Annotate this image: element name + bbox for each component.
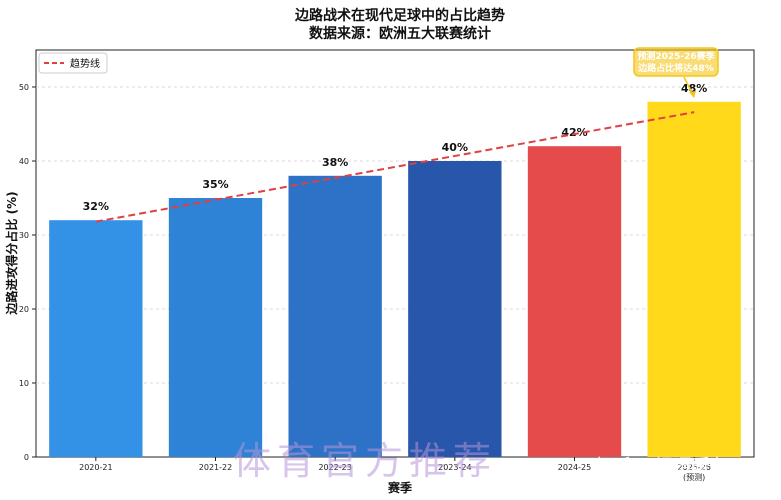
subtitle: 数据来源：欧洲五大联赛统计 <box>309 25 491 42</box>
y-tick-label: 10 <box>19 379 29 388</box>
title: 边路战术在现代足球中的占比趋势 <box>294 7 505 24</box>
annotation: 预测2025-26赛季 边路占比将达48% <box>633 47 719 98</box>
annotation-line-1: 预测2025-26赛季 <box>637 50 715 62</box>
legend: 趋势线 <box>38 52 108 74</box>
y-tick-label: 20 <box>19 305 29 314</box>
legend-box <box>38 52 108 74</box>
bars <box>49 101 741 458</box>
watermark-main: 体育官方推荐 <box>233 439 497 483</box>
annotation-arrowhead <box>689 91 696 98</box>
bar <box>647 101 741 458</box>
value-label: 40% <box>442 141 468 154</box>
x-axis-label: 赛季 <box>387 480 413 495</box>
bar <box>408 161 502 457</box>
x-ticks: 2020-21 2021-22 2022-23 2023-24 2024-25 2025-… <box>79 457 711 482</box>
y-axis-label: 边路进攻得分占比 (%) <box>4 191 19 315</box>
x-tick-label: 2025-26 <box>677 463 710 472</box>
trend-line <box>95 111 695 223</box>
bar <box>527 146 622 457</box>
annotation-box <box>633 47 719 77</box>
watermark-credit: 知乎 @温语暖冬 <box>596 456 728 477</box>
value-label: 32% <box>83 200 109 213</box>
legend-label: 趋势线 <box>70 57 100 70</box>
y-ticks: 0 10 20 30 40 50 <box>19 83 36 462</box>
value-label: 35% <box>202 178 228 191</box>
chart-title: 边路战术在现代足球中的占比趋势 数据来源：欧洲五大联赛统计 <box>294 7 505 42</box>
plot-frame <box>35 49 755 458</box>
y-tick-label: 0 <box>24 453 29 462</box>
bar <box>49 220 143 457</box>
y-tick-label: 50 <box>19 83 29 92</box>
x-tick-label: 2023-24 <box>438 463 471 472</box>
x-tick-label: (预测) <box>683 472 705 482</box>
annotation-line-2: 边路占比将达48% <box>637 62 714 74</box>
x-tick-label: 2020-21 <box>79 463 112 472</box>
x-tick-label: 2021-22 <box>199 463 232 472</box>
y-tick-label: 40 <box>19 157 29 166</box>
x-tick-label: 2024-25 <box>558 463 591 472</box>
bar <box>288 175 382 458</box>
x-tick-label: 2022-23 <box>318 463 351 472</box>
bar <box>168 198 263 457</box>
y-tick-label: 30 <box>19 231 29 240</box>
grid-lines <box>36 86 754 384</box>
value-label: 38% <box>322 156 348 169</box>
